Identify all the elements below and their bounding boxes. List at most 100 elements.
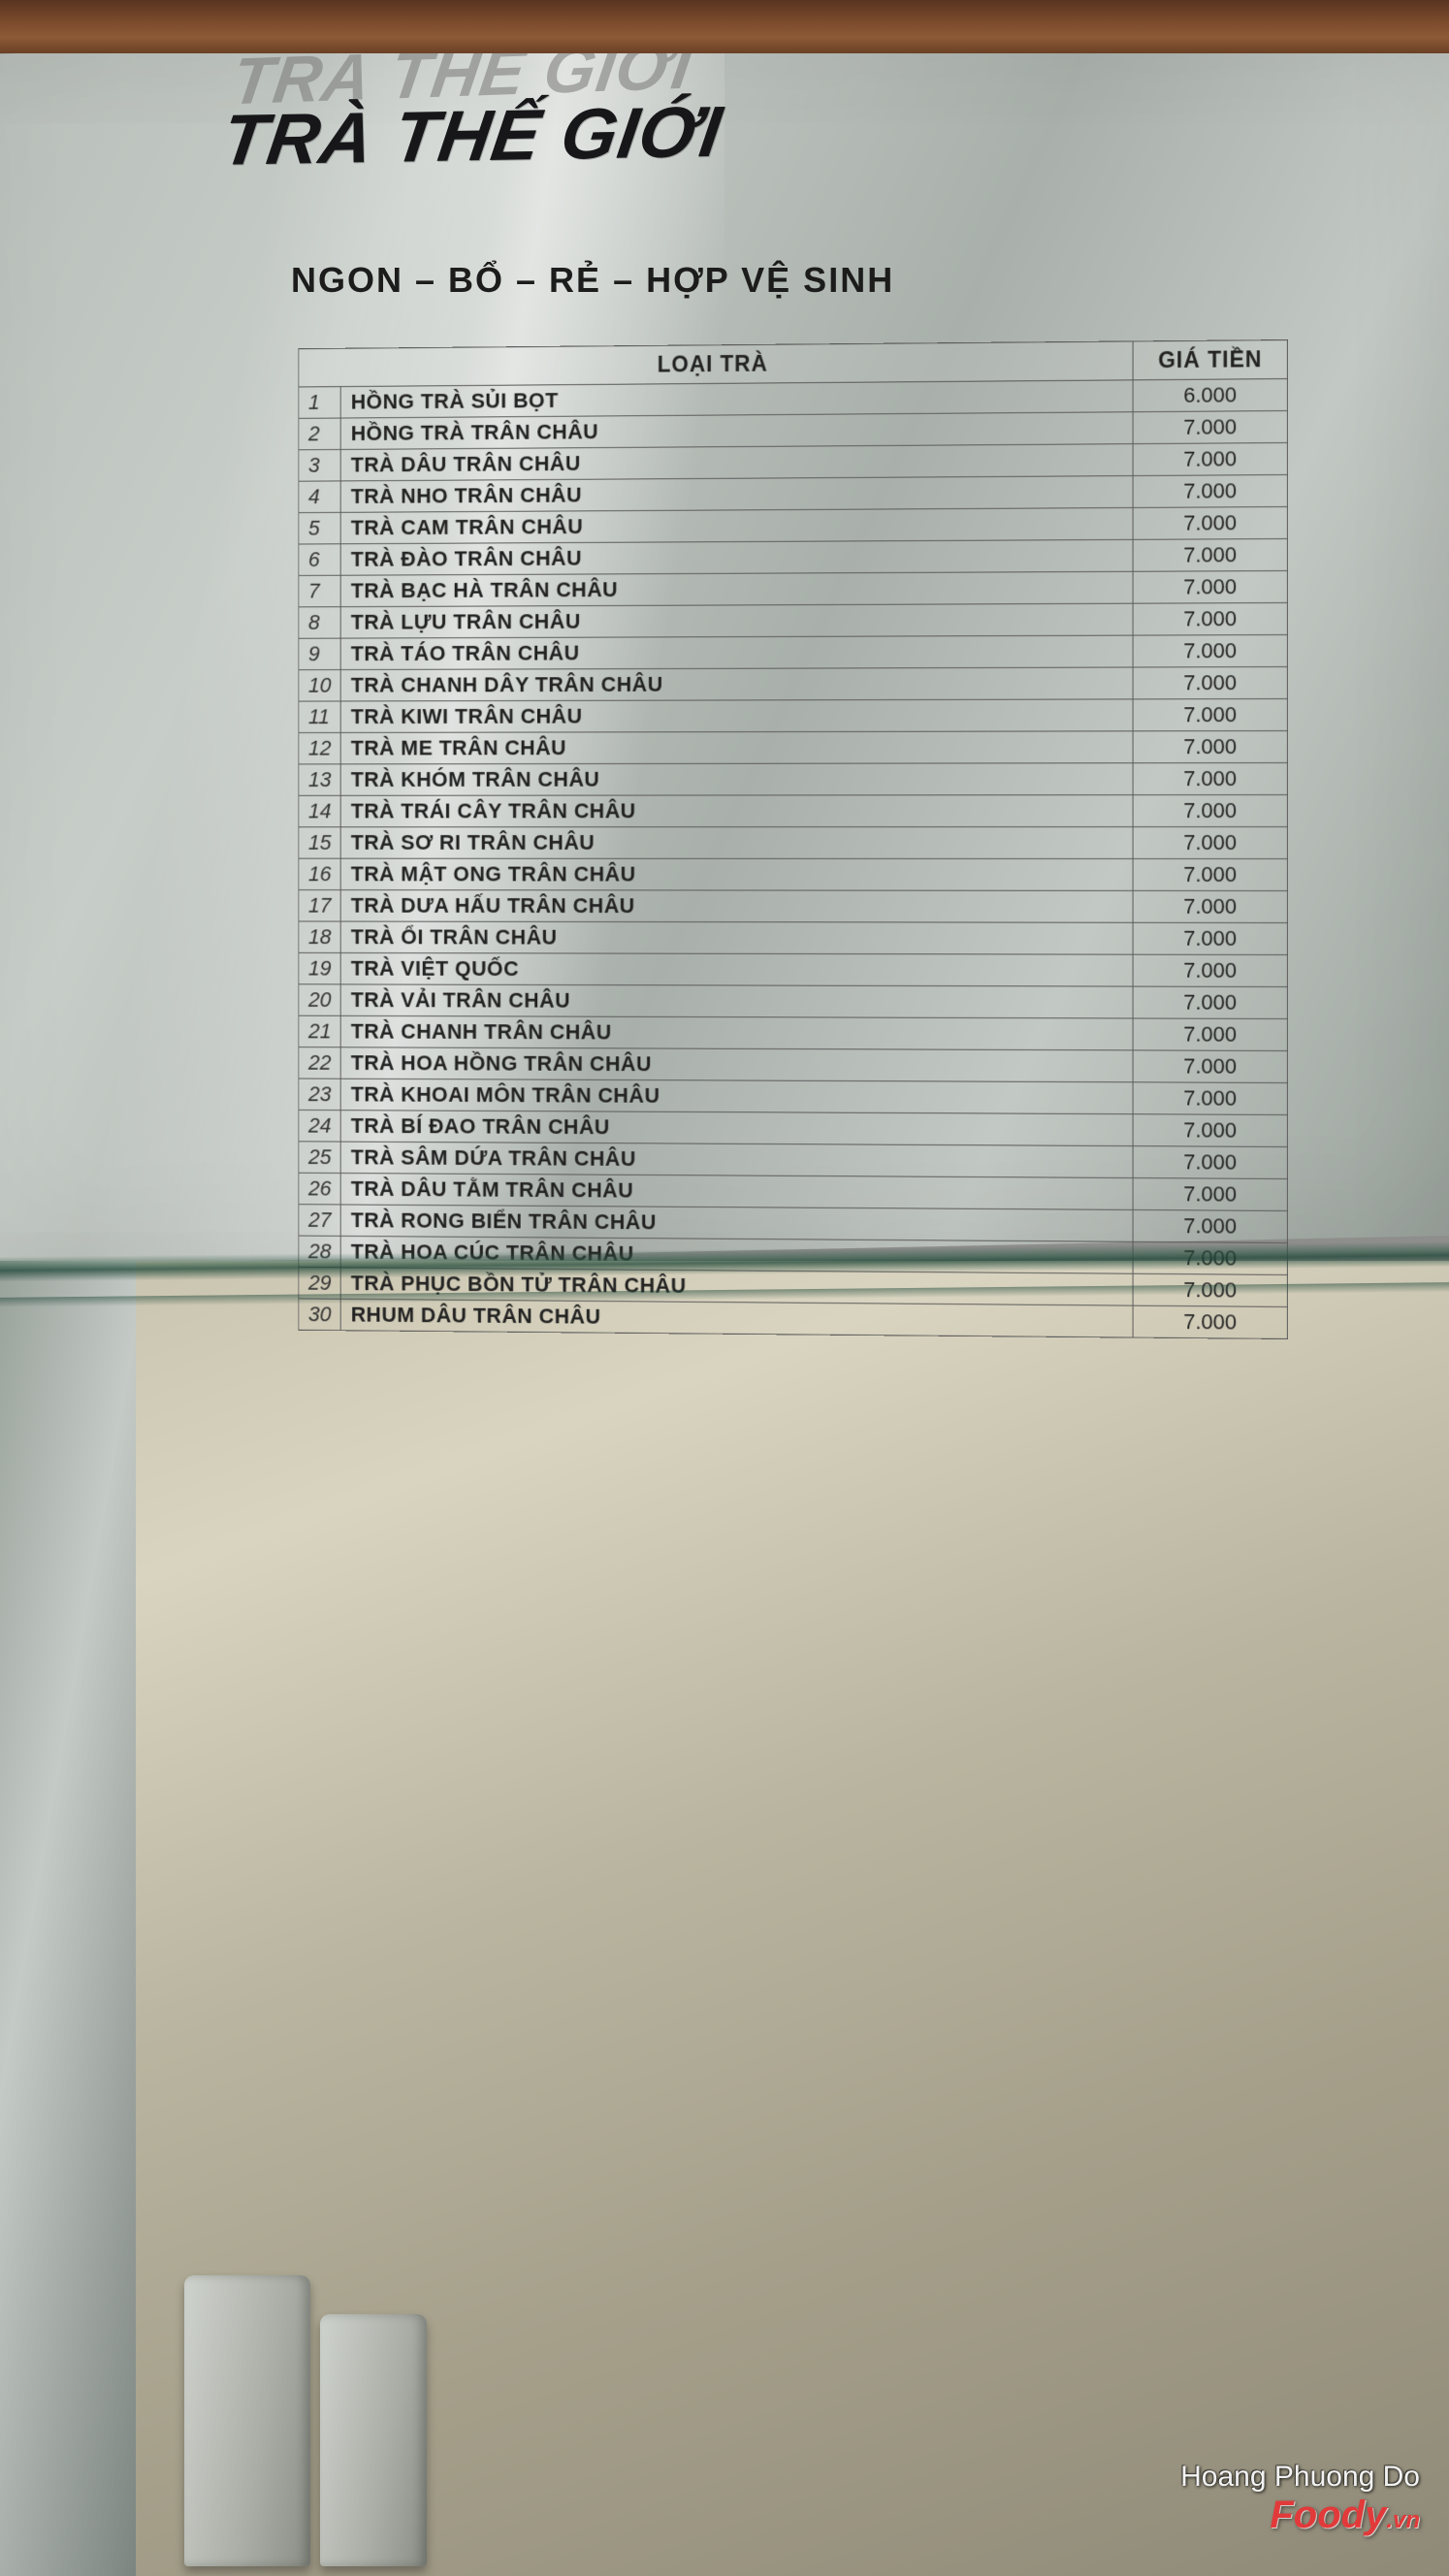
tea-row-number: 2: [299, 418, 341, 450]
tea-row-number: 21: [299, 1015, 341, 1047]
table-row: 13 TRÀ KHÓM TRÂN CHÂU 7.000: [299, 763, 1288, 796]
tea-row-price: 7.000: [1133, 411, 1287, 444]
tea-row-price: 7.000: [1133, 954, 1287, 986]
tea-row-price: 7.000: [1133, 1178, 1287, 1211]
tea-row-price: 7.000: [1133, 890, 1287, 922]
table-row: 21 TRÀ CHANH TRÂN CHÂU 7.000: [299, 1015, 1288, 1050]
table-row: 6 TRÀ ĐÀO TRÂN CHÂU 7.000: [299, 539, 1288, 576]
tea-row-name: TRÀ DÂU TẰM TRÂN CHÂU: [341, 1174, 1133, 1210]
tea-row-number: 1: [299, 387, 341, 419]
tea-row-number: 10: [299, 670, 341, 702]
table-row: 20 TRÀ VẢI TRÂN CHÂU 7.000: [299, 984, 1288, 1019]
watermark-photographer-name: Hoang Phuong Do: [1180, 2461, 1420, 2494]
condiment-jar-1: [184, 2275, 310, 2566]
table-row: 17 TRÀ DƯA HẤU TRÂN CHÂU 7.000: [299, 890, 1288, 923]
tea-row-number: 27: [299, 1205, 341, 1237]
tea-row-number: 22: [299, 1047, 341, 1079]
tea-row-number: 3: [299, 449, 341, 481]
tea-row-price: 7.000: [1133, 1114, 1287, 1147]
tea-menu-table-container: LOẠI TRÀ GIÁ TIỀN 1 HỒNG TRÀ SỦI BỌT 6.000…: [298, 339, 1288, 1339]
watermark-brand-logo: Foody.vn: [1180, 2494, 1420, 2537]
tea-row-price: 7.000: [1133, 763, 1287, 795]
tea-row-name: TRÀ VIỆT QUỐC: [341, 952, 1133, 986]
tea-row-number: 6: [299, 544, 341, 576]
tea-row-number: 17: [299, 890, 341, 921]
condiment-jar-2: [320, 2314, 427, 2566]
tea-row-name: TRÀ KIWI TRÂN CHÂU: [341, 699, 1133, 733]
table-row: 8 TRÀ LỰU TRÂN CHÂU 7.000: [299, 603, 1288, 639]
tea-row-name: TRÀ ME TRÂN CHÂU: [341, 731, 1133, 764]
tea-row-name: TRÀ ĐÀO TRÂN CHÂU: [341, 539, 1133, 575]
tea-row-price: 7.000: [1133, 603, 1287, 636]
tea-row-number: 25: [299, 1142, 341, 1174]
tea-row-name: TRÀ SƠ RI TRÂN CHÂU: [341, 827, 1133, 859]
table-row: 7 TRÀ BẠC HÀ TRÂN CHÂU 7.000: [299, 571, 1288, 607]
tea-row-price: 7.000: [1133, 1050, 1287, 1083]
lower-display-case: Hoang Phuong Do Foody.vn: [0, 1261, 1449, 2576]
table-row: 19 TRÀ VIỆT QUỐC 7.000: [299, 952, 1288, 986]
tea-row-number: 18: [299, 921, 341, 953]
tea-row-price: 7.000: [1133, 731, 1287, 763]
tea-row-name: TRÀ BẠC HÀ TRÂN CHÂU: [341, 571, 1133, 606]
tea-row-price: 7.000: [1133, 986, 1287, 1018]
tea-row-number: 9: [299, 638, 341, 670]
tea-row-price: 7.000: [1133, 1018, 1287, 1051]
tea-row-number: 7: [299, 575, 341, 607]
menu-subtitle: NGON – BỔ – RẺ – HỢP VỆ SINH: [291, 260, 894, 301]
tea-row-price: 7.000: [1133, 795, 1287, 827]
table-row: 11 TRÀ KIWI TRÂN CHÂU 7.000: [299, 699, 1288, 733]
tea-row-number: 4: [299, 481, 341, 513]
case-side-panel: [0, 1261, 136, 2576]
tea-menu-table: LOẠI TRÀ GIÁ TIỀN 1 HỒNG TRÀ SỦI BỌT 6.000…: [298, 339, 1288, 1339]
tea-row-number: 12: [299, 732, 341, 763]
tea-row-price: 7.000: [1133, 539, 1287, 572]
tea-row-name: TRÀ CAM TRÂN CHÂU: [341, 507, 1133, 543]
table-row: 23 TRÀ KHOAI MÔN TRÂN CHÂU 7.000: [299, 1079, 1288, 1114]
table-row: 22 TRÀ HOA HỒNG TRÂN CHÂU 7.000: [299, 1047, 1288, 1083]
tea-row-price: 7.000: [1133, 1305, 1287, 1338]
tea-row-name: TRÀ DÂU TRÂN CHÂU: [341, 444, 1133, 481]
menu-title-block: TRÀ THẾ GIỚI TRÀ THẾ GIỚI: [223, 92, 980, 175]
tea-row-number: 8: [299, 607, 341, 639]
table-row: 10 TRÀ CHANH DÂY TRÂN CHÂU 7.000: [299, 667, 1288, 702]
tea-row-name: TRÀ TÁO TRÂN CHÂU: [341, 635, 1133, 669]
tea-row-name: TRÀ KHOAI MÔN TRÂN CHÂU: [341, 1079, 1133, 1113]
tea-row-number: 5: [299, 512, 341, 544]
tea-menu-rows: 1 HỒNG TRÀ SỦI BỌT 6.000 2 HỒNG TRÀ TRÂN CHÂ…: [299, 379, 1288, 1339]
tea-row-name: TRÀ LỰU TRÂN CHÂU: [341, 603, 1133, 638]
tea-row-name: TRÀ SÂM DỨA TRÂN CHÂU: [341, 1142, 1133, 1177]
tea-row-number: 11: [299, 701, 341, 733]
tea-row-name: TRÀ BÍ ĐAO TRÂN CHÂU: [341, 1111, 1133, 1146]
tea-row-name: TRÀ VẢI TRÂN CHÂU: [341, 984, 1133, 1018]
tea-row-number: 23: [299, 1079, 341, 1111]
table-row: 9 TRÀ TÁO TRÂN CHÂU 7.000: [299, 635, 1288, 670]
tea-row-number: 19: [299, 952, 341, 984]
tea-row-price: 6.000: [1133, 379, 1287, 412]
tea-row-price: 7.000: [1133, 1082, 1287, 1115]
tea-row-name: TRÀ TRÁI CÂY TRÂN CHÂU: [341, 795, 1133, 827]
table-header-price: GIÁ TIỀN: [1133, 340, 1287, 380]
tea-row-name: TRÀ ỔI TRÂN CHÂU: [341, 921, 1133, 954]
tea-row-name: TRÀ KHÓM TRÂN CHÂU: [341, 763, 1133, 796]
tea-row-number: 26: [299, 1173, 341, 1205]
tea-row-price: 7.000: [1133, 443, 1287, 476]
tea-row-price: 7.000: [1133, 1146, 1287, 1179]
wooden-frame-top: [0, 0, 1449, 53]
table-row: 18 TRÀ ỔI TRÂN CHÂU 7.000: [299, 921, 1288, 955]
tea-row-price: 7.000: [1133, 858, 1287, 890]
tea-row-name: TRÀ MẬT ONG TRÂN CHÂU: [341, 858, 1133, 890]
tea-row-name: TRÀ CHANH TRÂN CHÂU: [341, 1015, 1133, 1050]
tea-row-name: RHUM DÂU TRÂN CHÂU: [341, 1299, 1133, 1337]
menu-display-case: TRÀ THẾ GIỚI TRÀ THẾ GIỚI NGON – BỔ – RẺ…: [0, 0, 1449, 2576]
table-row: 14 TRÀ TRÁI CÂY TRÂN CHÂU 7.000: [299, 795, 1288, 827]
table-row: 12 TRÀ ME TRÂN CHÂU 7.000: [299, 731, 1288, 764]
tea-row-price: 7.000: [1133, 699, 1287, 731]
table-row: 15 TRÀ SƠ RI TRÂN CHÂU 7.000: [299, 827, 1288, 859]
tea-row-price: 7.000: [1133, 922, 1287, 954]
tea-row-price: 7.000: [1133, 667, 1287, 699]
tea-row-number: 20: [299, 984, 341, 1016]
tea-row-number: 16: [299, 858, 341, 889]
tea-row-price: 7.000: [1133, 827, 1287, 859]
tea-row-price: 7.000: [1133, 507, 1287, 540]
tea-row-price: 7.000: [1133, 571, 1287, 604]
